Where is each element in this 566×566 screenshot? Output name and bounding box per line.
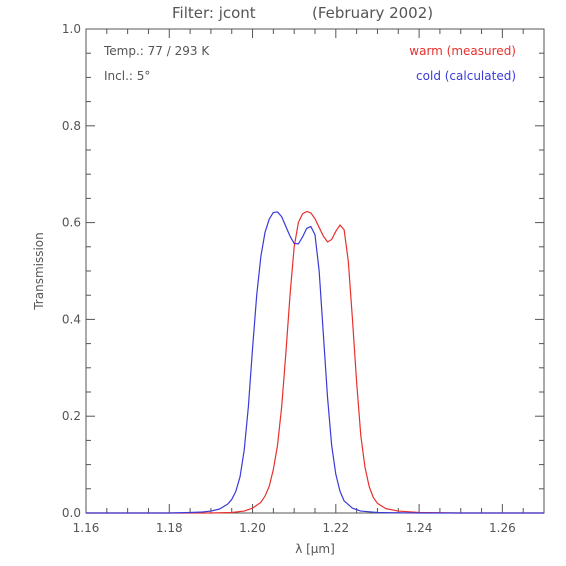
y-tick-labels: 0.0 0.2 0.4 0.6 0.8 1.0 (62, 22, 81, 520)
x-tick-label: 1.22 (322, 521, 349, 535)
x-tick-label: 1.18 (156, 521, 183, 535)
x-tick-label: 1.26 (489, 521, 516, 535)
legend-cold: cold (calculated) (416, 69, 516, 83)
x-tick-label: 1.24 (406, 521, 433, 535)
y-tick-label: 0.4 (62, 312, 81, 326)
x-axis-title: λ [μm] (295, 542, 335, 556)
y-axis-title: Transmission (32, 232, 46, 311)
series-lines (86, 210, 544, 514)
y-tick-label: 0.0 (62, 506, 81, 520)
axis-ticks (85, 28, 545, 514)
chart-title: Filter: jcont (172, 4, 256, 22)
y-tick-label: 0.8 (62, 119, 81, 133)
y-tick-label: 0.6 (62, 216, 81, 230)
annotation-inclination: Incl.: 5° (104, 69, 150, 83)
y-tick-label: 0.2 (62, 409, 81, 423)
x-tick-labels: 1.16 1.18 1.20 1.22 1.24 1.26 (73, 521, 516, 535)
series-line-warm (86, 210, 544, 514)
series-line-cold (86, 211, 544, 514)
legend-warm: warm (measured) (409, 44, 516, 58)
x-tick-label: 1.20 (239, 521, 266, 535)
y-tick-label: 1.0 (62, 22, 81, 36)
chart-subtitle: (February 2002) (312, 4, 433, 22)
annotation-temperature: Temp.: 77 / 293 K (103, 44, 210, 58)
x-tick-label: 1.16 (73, 521, 100, 535)
plot-frame (85, 28, 545, 514)
